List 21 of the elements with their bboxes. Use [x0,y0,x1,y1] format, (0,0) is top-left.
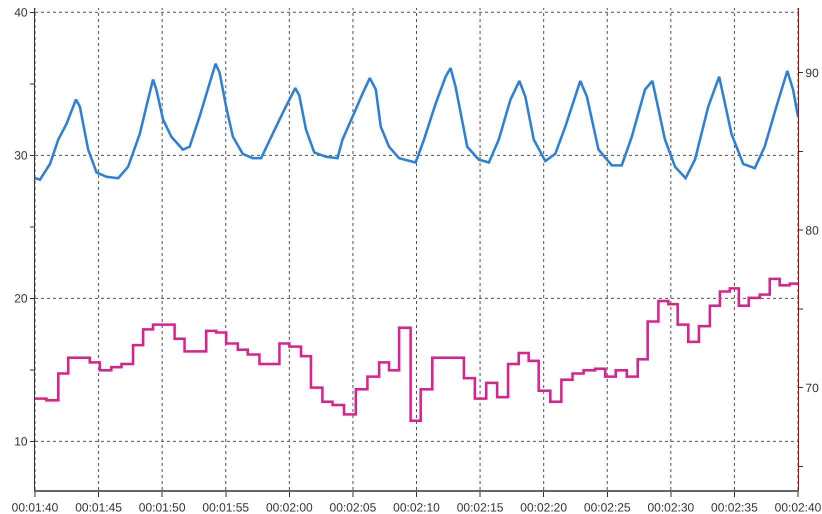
x-tick-label: 00:01:50 [138,500,186,514]
x-tick-label: 00:02:15 [456,500,504,514]
x-tick-label: 00:02:35 [711,500,758,514]
y2-tick-label: 80 [805,223,820,238]
y-tick-label: 40 [14,5,28,20]
x-tick-label: 00:01:40 [12,500,59,514]
x-tick-label: 00:01:45 [75,500,122,514]
y2-tick-label: 70 [805,380,820,395]
y-tick-label: 30 [14,148,28,163]
line-series [35,62,798,181]
x-tick-label: 00:02:05 [330,500,377,514]
x-tick-label: 00:02:20 [520,500,568,514]
x-tick-label: 00:01:55 [202,500,250,514]
x-tick-label: 00:02:30 [647,500,695,514]
y-tick-label: 10 [14,434,28,449]
y2-tick-label: 90 [805,66,820,80]
x-tick-label: 00:02:40 [774,500,822,514]
x-tick-label: 00:02:10 [393,500,440,514]
x-tick-label: 00:02:00 [266,500,314,514]
x-tick-label: 00:02:25 [584,500,631,514]
y-tick-label: 20 [14,292,28,306]
